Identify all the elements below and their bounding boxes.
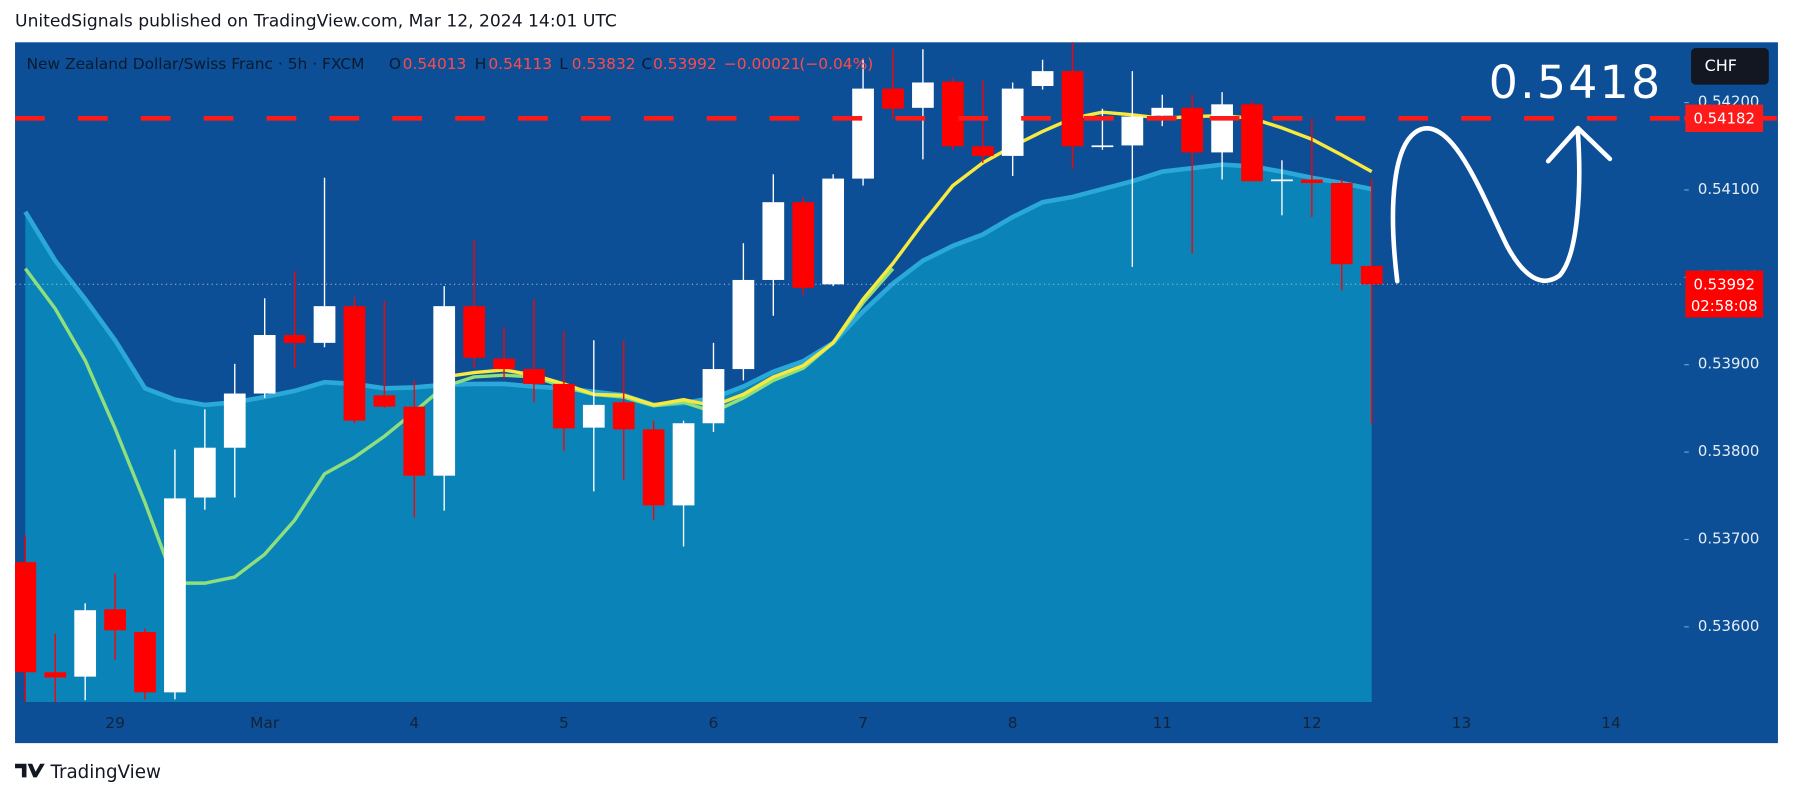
y-tick-label: 0.54100 — [1698, 180, 1759, 198]
ohlc-value: 0.54113 — [488, 55, 552, 73]
y-tick-label: 0.53600 — [1698, 617, 1759, 635]
price-tag-label: 0.53992 — [1693, 275, 1754, 293]
x-tick-label: 6 — [709, 714, 719, 732]
target-tag-label: 0.54182 — [1693, 109, 1754, 127]
hand-drawn-path — [1390, 126, 1582, 284]
y-tick-label: 0.53800 — [1698, 442, 1759, 460]
candle-body — [553, 383, 575, 429]
ohlc-letter: C — [642, 55, 653, 73]
logo-icon — [15, 763, 45, 778]
candle-body — [463, 306, 485, 358]
candle-body — [612, 402, 635, 430]
candle-body — [822, 178, 845, 285]
candle-body — [104, 609, 126, 631]
candle-body — [373, 395, 396, 407]
candle-body — [1271, 179, 1293, 182]
candle-body — [971, 146, 994, 156]
candle-body — [164, 498, 186, 693]
x-tick-label: Mar — [250, 714, 280, 732]
change-percent: (−0.04%) — [799, 55, 873, 73]
countdown-label: 02:58:08 — [1691, 297, 1758, 315]
candle-body — [1091, 145, 1114, 148]
candle-body — [1121, 116, 1144, 146]
candle-body — [642, 429, 665, 506]
ohlc-value: 0.53992 — [653, 55, 717, 73]
symbol: New Zealand Dollar/Swiss Franc · 5h · FX… — [26, 55, 364, 73]
candle-body — [1300, 179, 1323, 183]
hand-drawn-arrow — [1545, 125, 1613, 164]
currency-label[interactable]: CHF — [1705, 56, 1737, 75]
candle-body — [15, 562, 37, 673]
candle-body — [253, 334, 276, 394]
ohlc-letter: H — [475, 55, 487, 73]
published-line: UnitedSignals published on TradingView.c… — [15, 12, 617, 32]
candle-body — [1360, 265, 1383, 285]
ohlc-letter: O — [389, 55, 401, 73]
candle-body — [134, 632, 156, 693]
annotation: 0.5418 — [1489, 56, 1663, 109]
x-tick-label: 7 — [858, 714, 868, 732]
x-tick-label: 4 — [409, 714, 419, 732]
candle-body — [1001, 88, 1024, 156]
candle-body — [941, 81, 964, 147]
candle-body — [74, 610, 97, 677]
footer-logo: TradingView — [15, 762, 161, 783]
x-tick-label: 5 — [559, 714, 569, 732]
candle-body — [44, 672, 67, 678]
candle-body — [792, 202, 815, 288]
currency-box[interactable] — [1691, 48, 1769, 85]
candle-body — [582, 404, 605, 428]
candle-body — [493, 358, 515, 370]
price-axis: 0.542000.541000.540000.539000.538000.537… — [105, 93, 1778, 732]
plot-area — [15, 42, 1685, 702]
candle-body — [1241, 104, 1263, 182]
price-tag — [1685, 270, 1764, 318]
candle-body — [1211, 104, 1233, 153]
candle-body — [1031, 71, 1054, 86]
x-tick-label: 8 — [1008, 714, 1018, 732]
ohlc-letter: L — [559, 55, 568, 73]
x-tick-label: 12 — [1302, 714, 1322, 732]
candle-body — [313, 306, 336, 343]
candle-body — [1061, 71, 1084, 147]
x-tick-label: 14 — [1601, 714, 1621, 732]
candle-body — [732, 279, 755, 370]
candle-body — [523, 369, 545, 384]
candle-body — [283, 334, 306, 343]
candle-body — [223, 393, 246, 448]
change: −0.00021 — [724, 55, 801, 73]
candle-body — [852, 88, 874, 179]
candle-body — [403, 406, 426, 476]
candle-body — [1151, 107, 1174, 116]
candle-body — [882, 88, 904, 109]
legend-header: New Zealand Dollar/Swiss Franc · 5h · FX… — [26, 55, 873, 73]
candle-body — [1181, 107, 1204, 153]
candle-body — [912, 82, 934, 108]
x-tick-label: 13 — [1452, 714, 1472, 732]
candle-body — [193, 447, 216, 498]
x-tick-label: 29 — [105, 714, 125, 732]
candle-body — [672, 423, 695, 506]
candle-body — [762, 202, 785, 280]
y-tick-label: 0.53700 — [1698, 529, 1759, 547]
ohlc-value: 0.53832 — [572, 55, 636, 73]
candle-body — [1330, 182, 1353, 265]
ma-area — [25, 164, 1372, 702]
y-tick-label: 0.53900 — [1698, 355, 1759, 373]
ohlc-value: 0.54013 — [403, 55, 467, 73]
target-tag — [1685, 104, 1764, 133]
candle-body — [702, 369, 725, 424]
candle-body — [343, 306, 366, 421]
candle-body — [433, 306, 456, 476]
ma-area-line — [23, 162, 1373, 408]
x-tick-label: 11 — [1152, 714, 1172, 732]
footer-text: TradingView — [49, 762, 161, 783]
